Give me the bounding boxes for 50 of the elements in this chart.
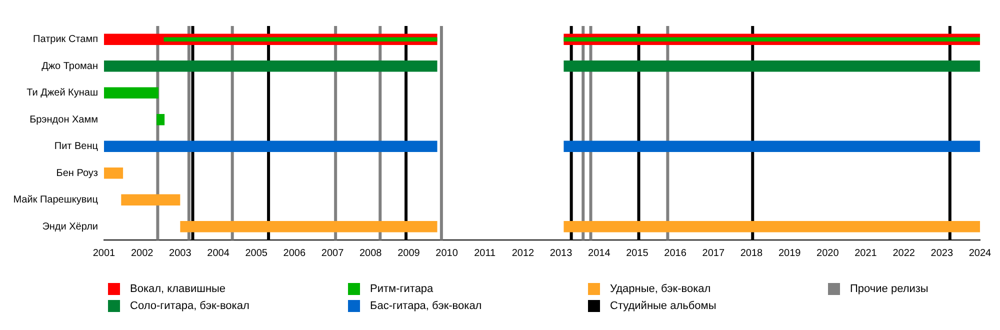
x-tick-label: 2003 <box>169 248 192 259</box>
y-tick-label: Пит Венц <box>54 141 98 152</box>
x-tick-label: 2012 <box>512 248 535 259</box>
bar <box>564 60 980 72</box>
x-tick-label: 2015 <box>626 248 649 259</box>
x-tick-label: 2023 <box>930 248 954 259</box>
x-tick-label: 2019 <box>778 248 802 259</box>
bar <box>564 140 980 152</box>
bar <box>104 87 158 98</box>
x-tick-label: 2002 <box>130 248 154 259</box>
y-tick-label: Энди Хёрли <box>42 221 98 232</box>
y-tick-label: Бен Роуз <box>56 168 98 179</box>
bar <box>104 140 438 152</box>
x-tick-label: 2010 <box>436 248 458 259</box>
bar <box>121 194 180 206</box>
x-tick-label: 2001 <box>92 248 116 259</box>
x-tick-label: 2021 <box>854 248 878 259</box>
x-tick-label: 2016 <box>664 248 687 259</box>
x-tick-label: 2013 <box>550 248 573 259</box>
y-tick-label: Патрик Стамп <box>33 34 98 46</box>
bar <box>564 37 980 42</box>
x-tick-label: 2005 <box>245 248 268 259</box>
x-tick-label: 2008 <box>359 248 382 259</box>
y-tick-label: Брэндон Хамм <box>30 114 98 126</box>
x-tick-label: 2022 <box>892 248 916 259</box>
legend-label: Бас-гитара, бэк-вокал <box>370 300 482 312</box>
x-tick-label: 2007 <box>321 248 344 259</box>
bar <box>564 221 980 232</box>
x-tick-label: 2004 <box>207 248 230 259</box>
bar <box>156 114 165 126</box>
x-tick-label: 2024 <box>968 248 992 259</box>
bar <box>180 221 438 232</box>
legend-label: Студийные альбомы <box>610 300 716 312</box>
y-tick-label: Джо Троман <box>42 60 98 72</box>
x-tick-label: 2017 <box>702 248 725 259</box>
y-tick-label: Ти Джей Кунаш <box>26 88 98 99</box>
x-tick-label: 2014 <box>588 248 611 259</box>
x-tick-label: 2011 <box>474 248 496 259</box>
x-tick-label: 2018 <box>740 248 764 259</box>
legend-label: Соло-гитара, бэк-вокал <box>130 300 250 312</box>
x-tick-label: 2009 <box>398 248 420 259</box>
legend-label: Ритм-гитара <box>370 282 434 294</box>
legend-label: Прочие релизы <box>850 282 928 294</box>
x-tick-label: 2020 <box>816 248 840 259</box>
x-tick-label: 2006 <box>283 248 306 259</box>
y-tick-label: Майк Парешкувиц <box>13 194 98 206</box>
bar <box>104 60 438 72</box>
legend-label: Вокал, клавишные <box>130 282 226 294</box>
legend-label: Ударные, бэк-вокал <box>610 282 711 294</box>
bar <box>104 168 124 179</box>
